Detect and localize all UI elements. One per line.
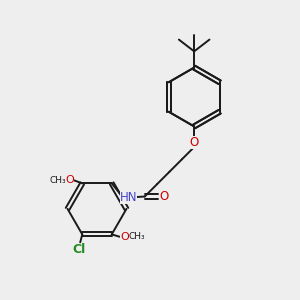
Text: O: O	[65, 176, 74, 185]
Text: CH₃: CH₃	[128, 232, 145, 241]
Text: O: O	[120, 232, 129, 242]
Text: Cl: Cl	[72, 243, 86, 256]
Text: O: O	[160, 190, 169, 203]
Text: O: O	[190, 136, 199, 148]
Text: HN: HN	[120, 190, 137, 204]
Text: CH₃: CH₃	[49, 176, 66, 185]
